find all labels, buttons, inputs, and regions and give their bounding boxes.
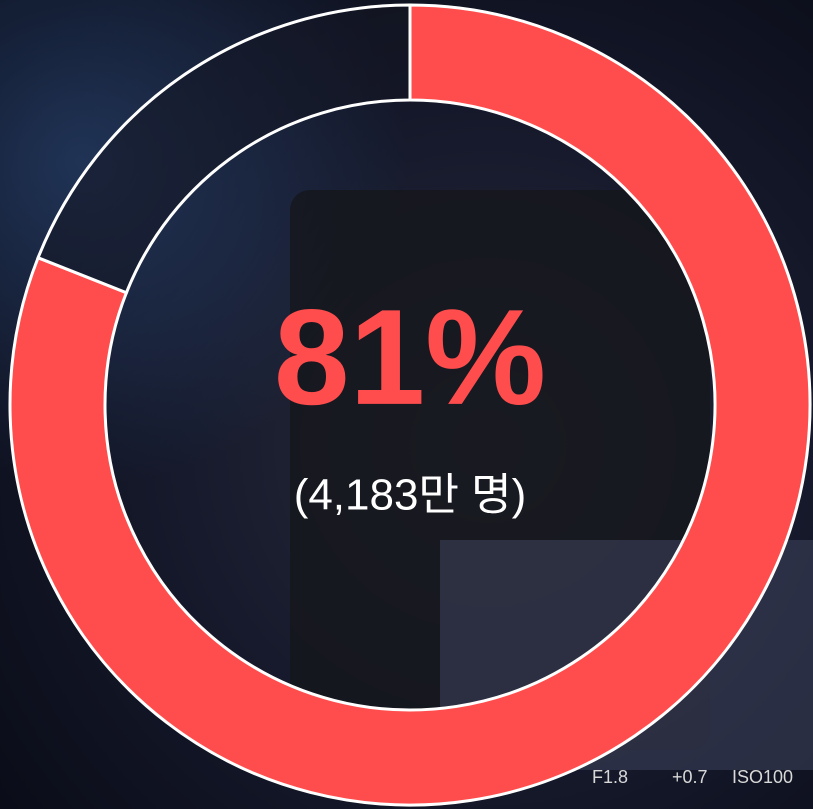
center-annotation: (4,183만 명) (294, 471, 527, 520)
photo-text: +0.7 (672, 767, 708, 787)
center-value: 81% (274, 281, 546, 433)
photo-text: ISO100 (732, 767, 793, 787)
page: 81% (4,183만 명) F1.8 +0.7 ISO100 (() => {… (0, 0, 813, 809)
photo-text: F1.8 (592, 767, 628, 787)
chart: 81% (4,183만 명) F1.8 +0.7 ISO100 (0, 0, 813, 809)
